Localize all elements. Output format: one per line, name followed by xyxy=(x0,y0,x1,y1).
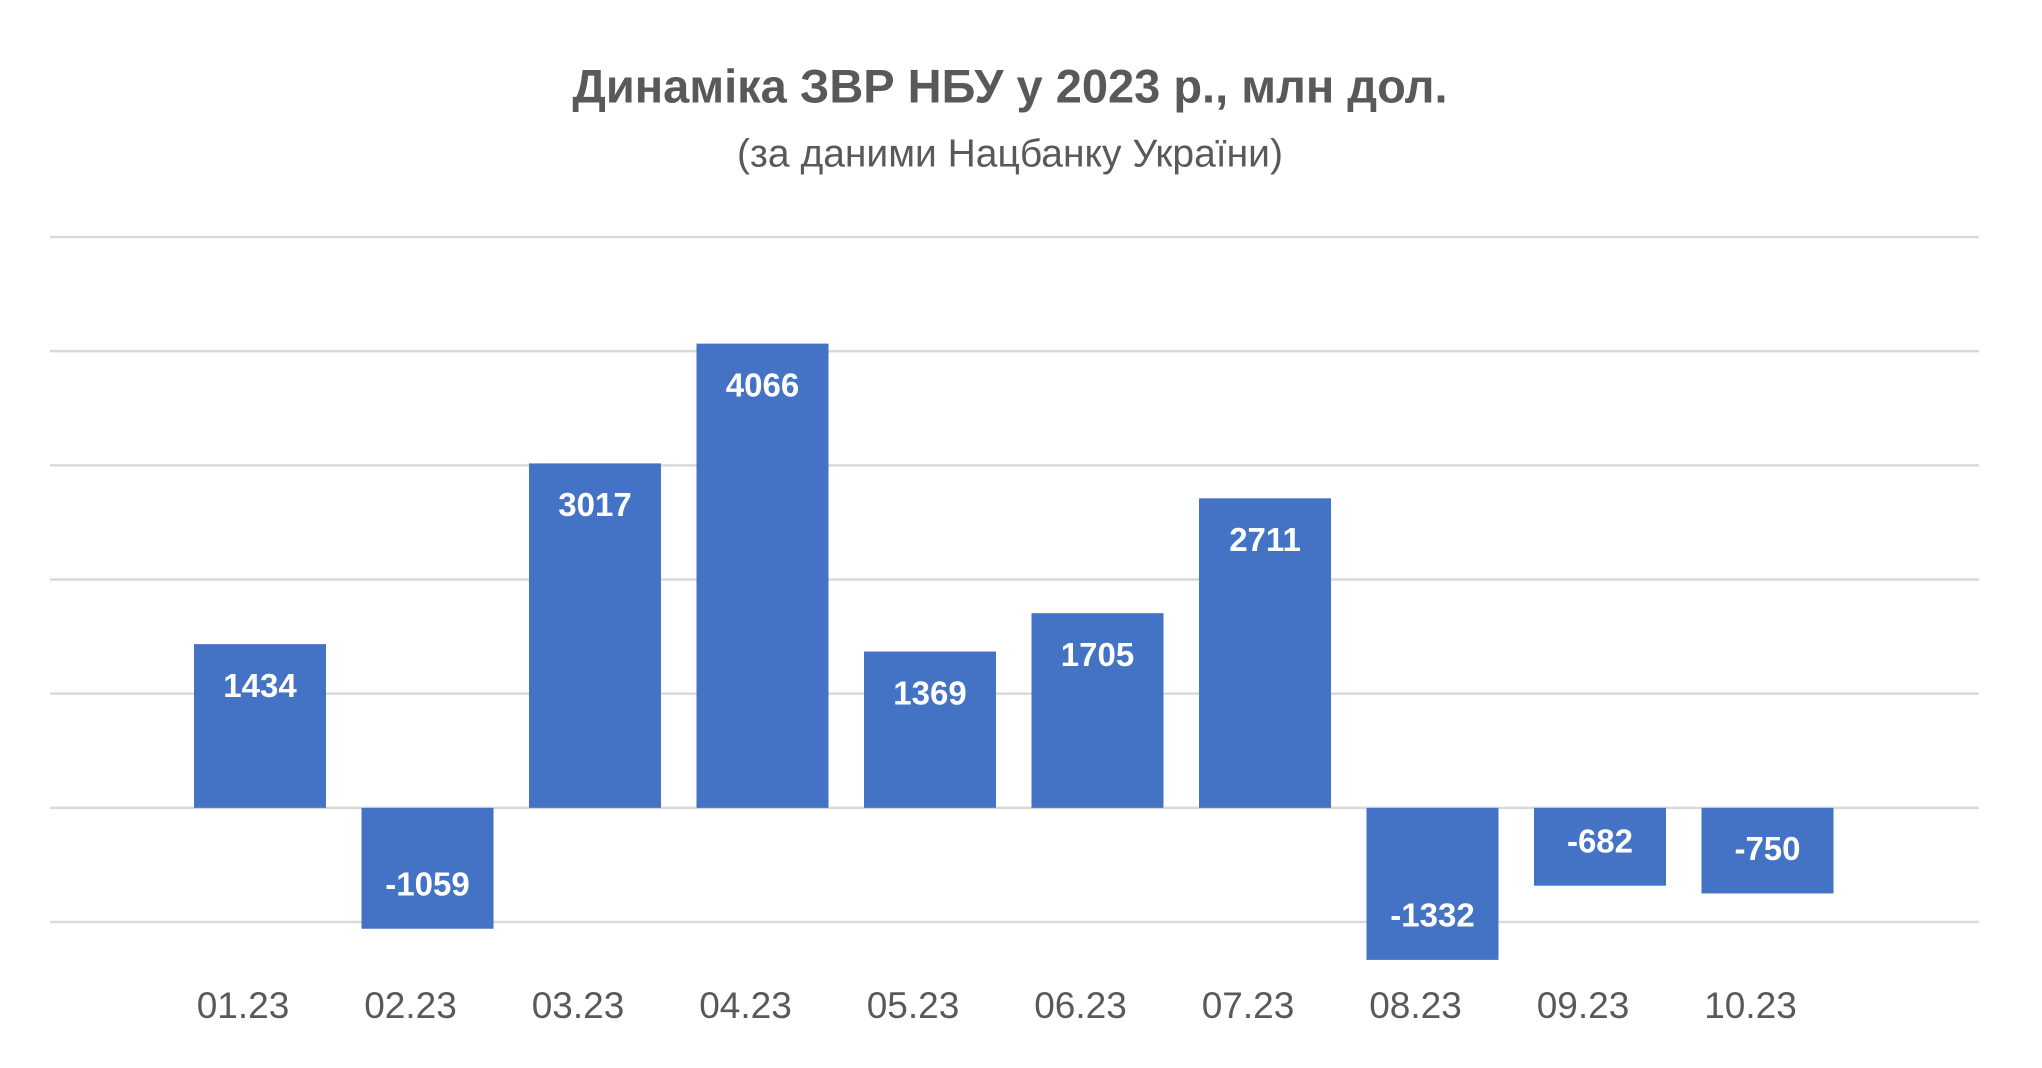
bar xyxy=(864,651,996,808)
bar xyxy=(1031,613,1164,808)
x-tick-label: 10.23 xyxy=(1704,985,1797,1026)
data-label: 2711 xyxy=(1229,521,1301,558)
x-tick-label: 05.23 xyxy=(867,985,960,1026)
x-tick-label: 02.23 xyxy=(364,985,457,1026)
x-tick-label: 09.23 xyxy=(1537,985,1630,1026)
x-tick-label: 04.23 xyxy=(699,985,792,1026)
x-tick-label: 08.23 xyxy=(1369,985,1462,1026)
x-tick-label: 06.23 xyxy=(1034,985,1127,1026)
chart-title: Динаміка ЗВР НБУ у 2023 р., млн дол. xyxy=(572,59,1447,112)
data-label: 3017 xyxy=(558,486,631,523)
data-label: 4066 xyxy=(726,366,799,403)
bar xyxy=(1199,498,1331,808)
x-tick-label: 03.23 xyxy=(532,985,625,1026)
x-tick-label: 01.23 xyxy=(197,985,290,1026)
data-label: 1705 xyxy=(1061,636,1134,673)
data-label: 1369 xyxy=(893,674,966,711)
bar xyxy=(1366,807,1499,960)
bar xyxy=(1701,807,1834,894)
data-label: 1434 xyxy=(223,667,297,704)
bar xyxy=(1534,807,1666,886)
data-label: -750 xyxy=(1734,830,1800,867)
data-label: -1059 xyxy=(385,865,469,902)
data-label: -1332 xyxy=(1390,897,1474,934)
bar xyxy=(529,463,661,808)
x-tick-label: 07.23 xyxy=(1202,985,1295,1026)
bar xyxy=(696,343,829,808)
bar xyxy=(194,644,326,808)
bar xyxy=(361,807,494,929)
chart-subtitle: (за даними Нацбанку України) xyxy=(737,132,1283,175)
data-label: -682 xyxy=(1567,822,1633,859)
